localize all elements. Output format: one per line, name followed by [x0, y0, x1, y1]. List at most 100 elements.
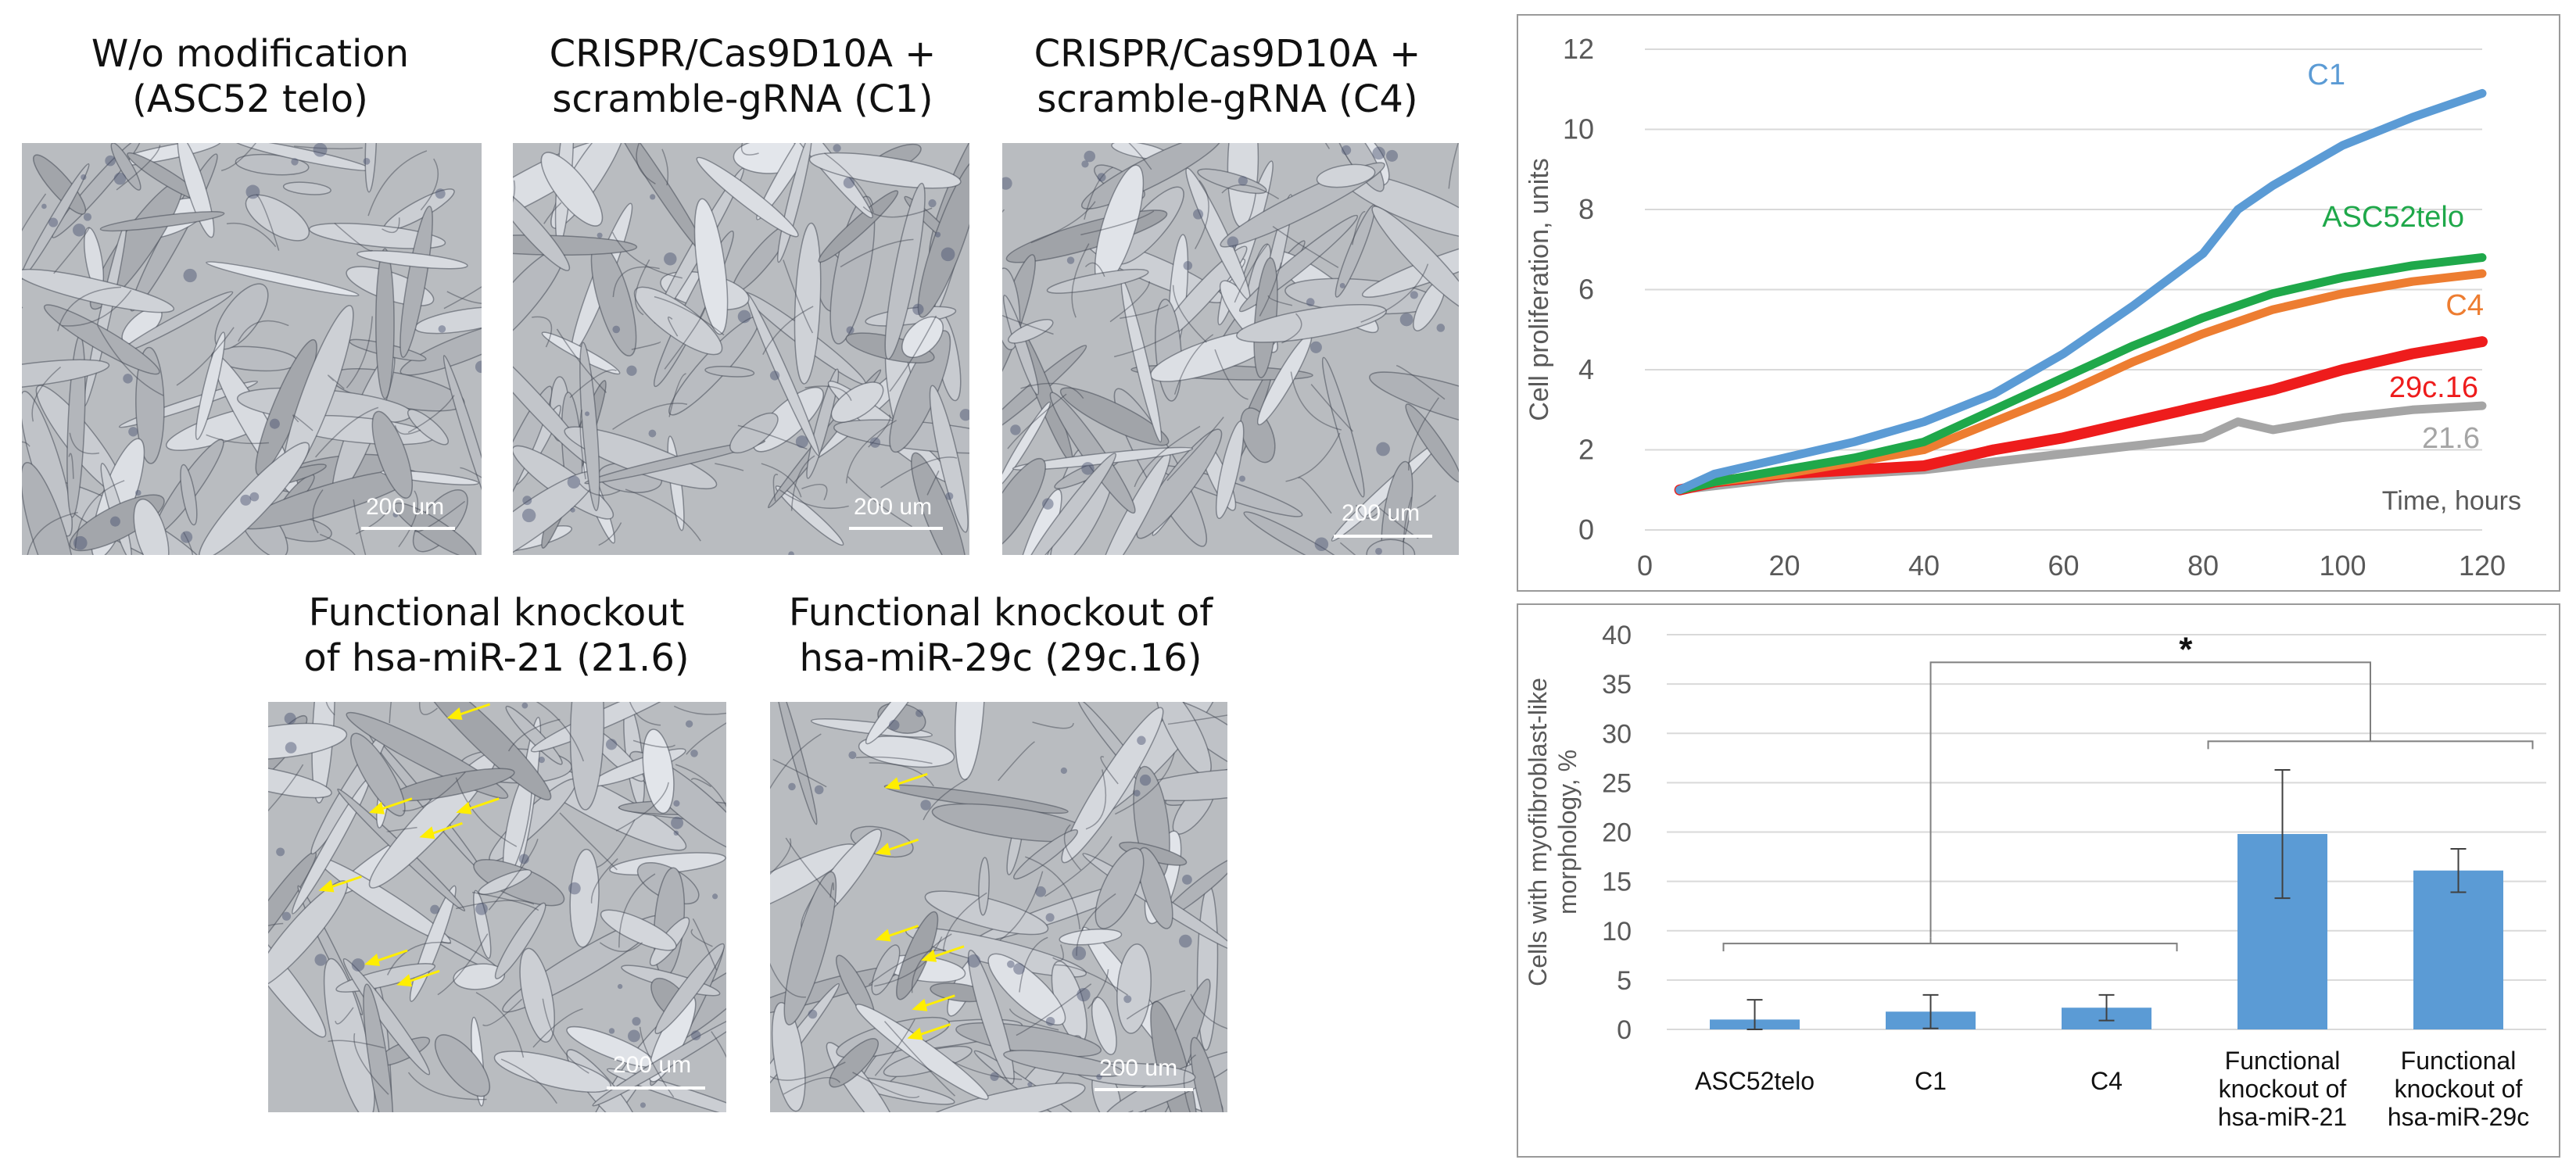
cell-process	[237, 320, 289, 342]
cell-nucleus	[1376, 442, 1390, 456]
cell-process	[382, 217, 400, 234]
cell-shape	[865, 702, 922, 745]
cell-process	[353, 1033, 389, 1095]
cell-shape	[600, 909, 677, 951]
cell-process	[407, 1072, 487, 1101]
cell-process	[692, 918, 718, 971]
cell-shape	[884, 182, 926, 360]
y-axis-label: Cell proliferation, units	[1524, 158, 1554, 421]
cell-nucleus	[1238, 176, 1248, 186]
cell-process	[579, 410, 586, 480]
cell-process	[618, 873, 656, 948]
cell-shape	[417, 702, 552, 801]
cell-process	[1272, 226, 1339, 268]
cell-process	[1019, 936, 1048, 993]
cell-process	[1356, 504, 1379, 519]
cell-nucleus	[363, 157, 371, 165]
scale-bar-line	[1095, 1088, 1193, 1091]
cell-process	[1339, 542, 1356, 555]
series-label-21-6: 21.6	[2422, 422, 2480, 455]
cell-nucleus	[712, 893, 718, 900]
cell-nucleus	[737, 310, 751, 324]
cell-shape	[1002, 294, 1040, 396]
cell-shape	[1137, 846, 1173, 929]
cell-shape	[794, 222, 822, 385]
cell-shape	[1002, 457, 1046, 554]
y-tick-label: 40	[1602, 621, 1632, 650]
cell-nucleus	[83, 213, 92, 221]
yellow-arrow-head	[368, 801, 385, 814]
cell-process	[1080, 210, 1155, 236]
cell-process	[268, 922, 284, 927]
cell-process	[420, 158, 439, 211]
cell-nucleus	[690, 749, 698, 757]
cell-nucleus	[1042, 498, 1054, 510]
cell-process	[829, 882, 834, 898]
cell-nucleus	[1060, 767, 1068, 775]
cell-process	[68, 453, 74, 479]
cell-process	[869, 949, 946, 986]
cell-shape	[540, 152, 604, 227]
cell-nucleus	[240, 494, 252, 506]
cell-shape	[987, 953, 1066, 1025]
cell-shape	[133, 498, 170, 555]
cell-process	[783, 1077, 841, 1095]
cell-nucleus	[1227, 236, 1239, 248]
cell-shape	[268, 764, 332, 799]
cell-shape	[774, 702, 818, 825]
cell-process	[599, 942, 643, 952]
cell-process	[1016, 983, 1092, 1036]
cell-shape	[1316, 163, 1376, 188]
cell-shape	[1059, 387, 1170, 446]
x-tick-label: 40	[1908, 549, 1940, 582]
cell-nucleus	[284, 712, 296, 725]
cell-nucleus	[291, 158, 299, 166]
cell-shape	[1243, 511, 1356, 555]
cell-nucleus	[1341, 145, 1352, 156]
cell-shape	[519, 947, 555, 1043]
micrograph-title-21-6: Functional knockout of hsa-miR-21 (21.6)	[303, 591, 690, 680]
cell-nucleus	[628, 1029, 640, 1043]
cell-process	[455, 777, 518, 847]
cell-shape	[829, 1038, 879, 1088]
cell-shape	[1002, 401, 1052, 488]
cell-process	[654, 295, 725, 336]
cell-process	[1172, 285, 1207, 343]
cell-nucleus	[276, 847, 285, 857]
cell-process	[389, 702, 392, 723]
cell-shape	[399, 206, 433, 358]
yellow-arrow-head	[907, 1027, 923, 1040]
x-tick-label: 120	[2459, 549, 2506, 582]
cell-shape	[1197, 168, 1267, 195]
cell-process	[1281, 313, 1302, 344]
y-tick-label: 30	[1602, 719, 1632, 749]
cell-nucleus	[1072, 946, 1087, 961]
cell-process	[880, 456, 958, 489]
cell-shape	[1240, 407, 1276, 464]
cell-shape	[180, 464, 198, 526]
cell-process	[1087, 969, 1109, 1010]
micrograph-title-c4: CRISPR/Cas9D10A + scramble-gRNA (C4)	[1034, 32, 1421, 121]
cell-process	[507, 718, 561, 752]
cell-process	[824, 152, 874, 213]
cell-shape	[808, 152, 962, 189]
cell-shape	[654, 943, 726, 1035]
cell-nucleus	[245, 184, 260, 199]
category-label: knockout of	[2395, 1075, 2523, 1103]
cell-nucleus	[608, 1028, 615, 1034]
cell-shape	[1091, 997, 1117, 1055]
cell-shape	[135, 346, 165, 464]
yellow-arrow-head	[875, 843, 891, 856]
cell-process	[673, 705, 726, 715]
cell-process	[952, 1061, 1023, 1080]
cell-process	[488, 839, 539, 911]
cell-nucleus	[269, 418, 280, 429]
cell-process	[883, 1021, 956, 1097]
cell-process	[675, 764, 726, 808]
cell-shape	[43, 304, 160, 375]
cell-shape	[371, 410, 414, 499]
cell-shape	[1023, 453, 1117, 555]
cell-shape	[110, 143, 142, 191]
y-tick-label: 6	[1578, 274, 1594, 306]
cell-nucleus	[1399, 313, 1413, 327]
